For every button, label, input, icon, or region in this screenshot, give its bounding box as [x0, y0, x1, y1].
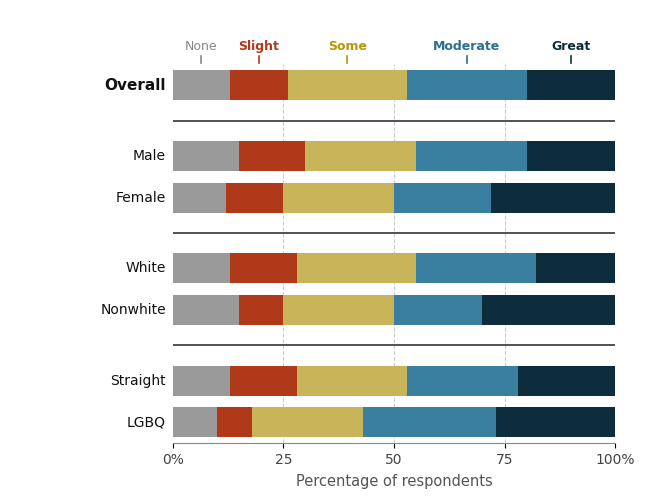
Bar	[526, 70, 616, 100]
Bar	[239, 295, 283, 325]
Bar	[408, 70, 526, 100]
Bar	[482, 295, 616, 325]
Bar	[491, 182, 616, 213]
Bar	[173, 407, 217, 437]
Bar	[217, 407, 252, 437]
Bar	[416, 254, 536, 283]
Bar	[173, 295, 239, 325]
Bar	[288, 70, 408, 100]
Text: Straight: Straight	[111, 374, 166, 388]
Bar	[230, 254, 296, 283]
Text: Female: Female	[116, 191, 166, 205]
Bar	[283, 295, 394, 325]
Text: Male: Male	[133, 149, 166, 163]
Bar	[173, 141, 239, 171]
Bar	[416, 141, 526, 171]
Text: Moderate: Moderate	[434, 40, 500, 53]
Bar	[173, 254, 230, 283]
Bar	[394, 295, 482, 325]
Bar	[173, 70, 230, 100]
Bar	[363, 407, 496, 437]
Text: Slight: Slight	[239, 40, 280, 53]
Bar	[536, 254, 616, 283]
Text: None: None	[185, 40, 218, 53]
Bar	[239, 141, 306, 171]
Bar	[496, 407, 616, 437]
Bar	[252, 407, 363, 437]
Text: Some: Some	[328, 40, 367, 53]
X-axis label: Percentage of respondents: Percentage of respondents	[296, 474, 492, 489]
Bar	[408, 366, 518, 396]
Bar	[230, 70, 288, 100]
Bar	[306, 141, 416, 171]
Bar	[226, 182, 283, 213]
Text: White: White	[125, 262, 166, 275]
Bar	[173, 366, 230, 396]
Bar	[518, 366, 616, 396]
Text: Overall: Overall	[105, 78, 166, 93]
Bar	[394, 182, 491, 213]
Text: Great: Great	[551, 40, 591, 53]
Bar	[283, 182, 394, 213]
Bar	[296, 366, 408, 396]
Bar	[230, 366, 296, 396]
Text: LGBQ: LGBQ	[127, 415, 166, 429]
Bar	[526, 141, 616, 171]
Text: Nonwhite: Nonwhite	[100, 303, 166, 317]
Bar	[296, 254, 416, 283]
Bar	[173, 182, 226, 213]
